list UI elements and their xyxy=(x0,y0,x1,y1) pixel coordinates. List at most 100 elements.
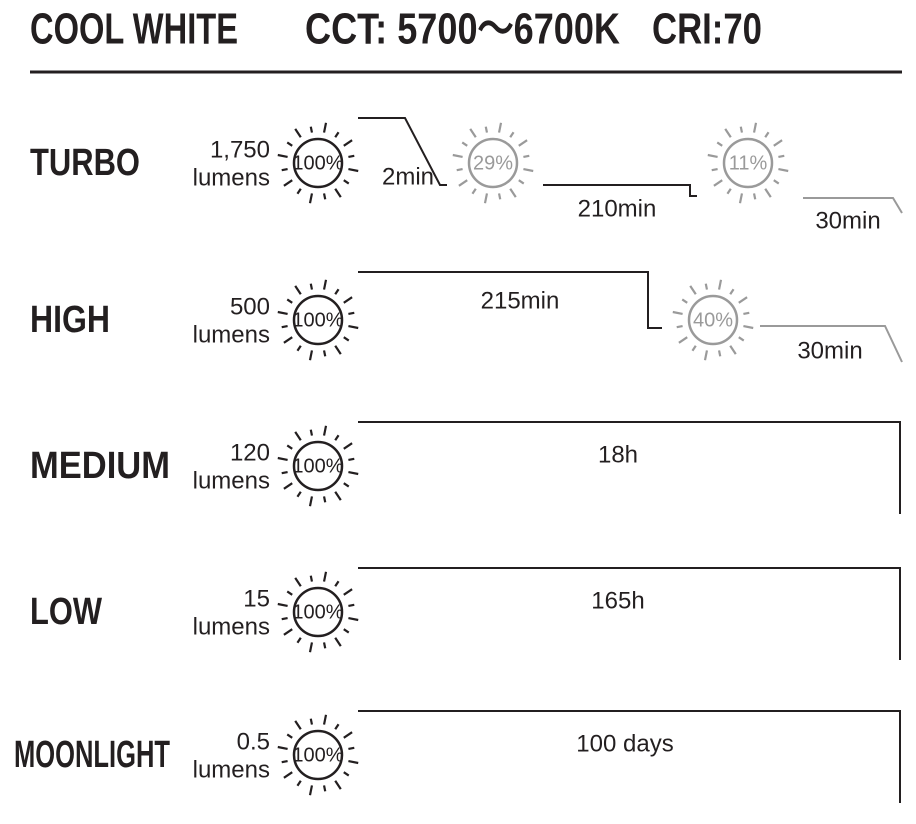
sun-ray xyxy=(296,637,302,644)
sun-ray xyxy=(716,141,723,147)
output-profile xyxy=(358,567,901,660)
lumens-value: 120 xyxy=(230,439,270,466)
mode-name: MOONLIGHT xyxy=(14,734,170,776)
sun-ray xyxy=(281,616,288,621)
sun-ray xyxy=(308,642,314,653)
sun-ray xyxy=(309,126,314,133)
output-profile xyxy=(358,421,901,514)
sun-ray xyxy=(277,602,288,608)
sun-ray xyxy=(348,457,355,462)
output-percent: 100% xyxy=(292,455,343,477)
mode-name: MEDIUM xyxy=(30,445,170,487)
output-profile xyxy=(760,325,903,363)
sun-ray xyxy=(743,311,750,316)
sun-ray xyxy=(322,279,328,290)
sun-ray xyxy=(509,131,515,138)
sun-ray xyxy=(678,336,688,344)
sun-ray xyxy=(691,345,697,352)
sun-ray xyxy=(778,167,789,173)
sun-circle xyxy=(292,137,344,189)
sun-ray xyxy=(277,310,288,316)
sun-ray xyxy=(309,429,314,436)
sun-ray xyxy=(676,324,683,329)
cri: CRI:70 xyxy=(652,5,762,54)
sun-ray xyxy=(343,731,353,739)
sun-ray xyxy=(286,733,293,739)
sun-ray xyxy=(764,188,772,198)
sun-ray xyxy=(334,723,340,730)
sun-ray xyxy=(704,283,709,290)
sun-ray xyxy=(469,128,477,138)
mode-name: LOW xyxy=(30,591,102,633)
sun-ray xyxy=(348,616,359,622)
sun-ray xyxy=(703,350,709,361)
sun-ray xyxy=(281,167,288,172)
sun-circle xyxy=(467,137,519,189)
sun-ray xyxy=(277,745,288,751)
sun-ray xyxy=(283,628,293,636)
lumens-unit: lumens xyxy=(193,164,270,191)
sun-ray xyxy=(458,179,468,187)
sun-ray xyxy=(322,496,327,503)
sun-ray xyxy=(773,179,780,185)
sun-ray xyxy=(334,637,342,647)
sun-ray xyxy=(283,771,293,779)
lumens-value: 500 xyxy=(230,293,270,320)
sun-ray xyxy=(322,571,328,582)
sun-ray xyxy=(724,128,732,138)
output-profile xyxy=(358,710,901,803)
mode-name: HIGH xyxy=(30,299,110,341)
sun-ray xyxy=(277,456,288,462)
lumens-unit: lumens xyxy=(193,321,270,348)
sun-ray xyxy=(348,154,355,159)
sun-ray xyxy=(309,575,314,582)
sun-ray xyxy=(523,167,534,173)
sun-ray xyxy=(707,153,718,159)
sun-ray xyxy=(281,759,288,764)
sun-ray xyxy=(348,311,355,316)
sun-ray xyxy=(456,167,463,172)
sun-ray xyxy=(348,603,355,608)
sun-ray xyxy=(343,179,350,185)
sun-ray xyxy=(343,628,350,634)
sun-ray xyxy=(461,141,468,147)
sun-ray xyxy=(738,193,744,204)
sun-circle xyxy=(722,137,774,189)
duration: 210min xyxy=(578,195,657,222)
sun-ray xyxy=(348,324,359,330)
sun-ray xyxy=(717,350,722,357)
lumens-value: 0.5 xyxy=(237,728,270,755)
lumens-unit: lumens xyxy=(193,467,270,494)
sun-ray xyxy=(764,131,770,138)
sun-ray xyxy=(738,336,745,342)
sun-ray xyxy=(343,442,353,450)
sun-ray xyxy=(713,179,723,187)
duration: 215min xyxy=(481,287,560,314)
sun-ray xyxy=(348,470,359,476)
sun-ray xyxy=(286,141,293,147)
sun-ray xyxy=(348,746,355,751)
sun-ray xyxy=(518,139,528,147)
sun-ray xyxy=(283,179,293,187)
sun-ray xyxy=(294,431,302,441)
sun-ray xyxy=(286,298,293,304)
sun-ray xyxy=(739,126,744,133)
sun-ray xyxy=(343,588,353,596)
sun-ray xyxy=(334,288,340,295)
sun-ray xyxy=(689,285,697,295)
lumens-value: 1,750 xyxy=(210,136,270,163)
sun-ray xyxy=(778,154,785,159)
sun-ray xyxy=(348,759,359,765)
sun-ray xyxy=(309,718,314,725)
output-percent: 100% xyxy=(292,601,343,623)
sun-ray xyxy=(322,425,328,436)
sun-ray xyxy=(752,122,758,133)
sun-ray xyxy=(296,491,302,498)
sun-ray xyxy=(286,590,293,596)
duration: 30min xyxy=(815,207,880,234)
duration: 18h xyxy=(598,441,638,468)
sun-circle xyxy=(292,440,344,492)
sun-ray xyxy=(738,296,748,304)
sun-ray xyxy=(681,298,688,304)
sun-ray xyxy=(711,167,718,172)
